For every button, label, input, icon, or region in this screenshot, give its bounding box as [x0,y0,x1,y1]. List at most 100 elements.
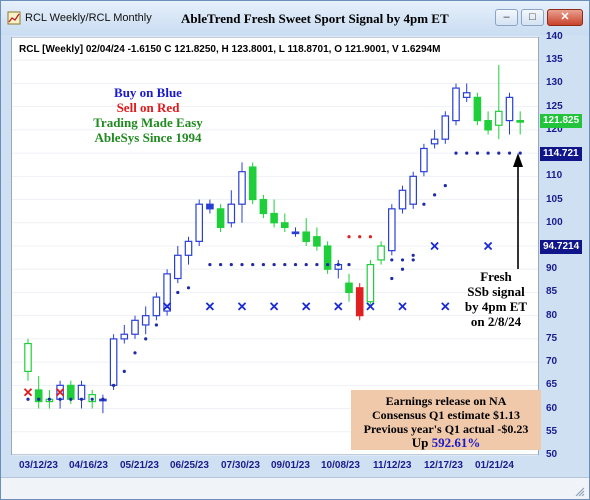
candle-body [259,198,268,215]
earnings-line: Previous year's Q1 actual -$0.23 [363,422,529,436]
stop-dot [47,397,52,401]
y-tick-label: 125 [546,100,563,112]
earnings-box: Earnings release on NA Consensus Q1 esti… [351,390,541,450]
price-tag: 114.721 [540,147,582,162]
stop-dot [208,262,212,267]
stop-dot [475,151,479,155]
stop-dot [101,397,105,401]
stop-dot [465,151,469,155]
earnings-line: Earnings release on NA [385,394,507,408]
stop-dot [79,397,84,401]
candle-body [77,384,86,400]
stop-dot [518,151,522,155]
stop-dot [433,193,437,197]
red-stop-dot [358,235,362,239]
y-tick-label: 135 [546,54,563,66]
stop-dot [272,262,276,267]
candle-body [398,189,407,210]
stop-dot [336,262,340,267]
candle-body [270,212,278,224]
y-tick-label: 55 [546,425,558,437]
stop-dot [411,253,415,257]
earnings-line: Consensus Q1 estimate $1.13 [371,408,520,422]
stop-dot [186,286,191,290]
x-marker [162,302,172,311]
x-tick-label: 01/21/24 [475,460,514,471]
stop-dot [315,262,319,267]
stop-dot [251,262,255,267]
close-button[interactable]: ✕ [547,9,583,26]
price-tag: 94.7214 [540,240,583,255]
earnings-up-percent: 592.61% [431,435,481,450]
candle-body [302,231,311,242]
y-tick-label: 140 [546,31,563,42]
x-tick-label: 11/12/23 [373,460,412,471]
stop-dot [411,258,415,262]
candle-body [109,338,118,386]
candle-body [227,203,236,224]
stop-dot [293,262,298,267]
red-x-marker [55,388,65,397]
window-title: RCL Weekly/RCL Monthly [25,12,152,24]
stop-dot [58,397,62,401]
candle-body [248,166,257,201]
stop-dot [240,262,244,267]
maximize-button[interactable]: □ [521,9,544,26]
stop-dot [37,397,41,401]
stop-dot [122,369,126,373]
candle-body [141,315,150,326]
legend-sell-on-red: Sell on Red [116,100,180,115]
y-tick-label: 65 [546,379,558,391]
candle-body [484,119,492,131]
candle-body [313,236,321,247]
candle-body [516,119,525,123]
y-tick-label: 80 [546,309,558,321]
red-stop-dot [368,235,372,239]
stop-dot [112,383,116,387]
y-tick-label: 110 [546,170,563,182]
stop-dot [422,202,426,206]
candle-body [388,208,396,252]
x-marker [483,241,493,251]
x-tick-label: 10/08/23 [321,460,360,471]
candle-body [323,245,332,270]
stop-dot [133,351,137,355]
resize-grip-icon[interactable] [573,485,585,497]
y-tick-label: 105 [546,193,563,205]
candle-body [152,296,161,317]
x-tick-label: 06/25/23 [170,460,209,471]
stop-dot [261,262,265,267]
x-tick-label: 03/12/23 [19,460,58,471]
earnings-up-line: Up 592.61% [411,435,481,450]
x-tick-label: 12/17/23 [424,460,463,471]
red-x-marker [23,388,33,397]
x-tick-label: 04/16/23 [69,460,108,471]
y-tick-label: 75 [546,332,558,344]
title-bar[interactable]: RCL Weekly/RCL Monthly AbleTrend Fresh S… [1,1,589,35]
candle-body [462,92,471,98]
legend-buy-on-blue: Buy on Blue [114,85,182,100]
minimize-button[interactable]: – [495,9,518,26]
candle-body [430,138,439,145]
x-marker [302,302,311,311]
candle-body [377,245,385,261]
stop-dot [90,397,94,401]
stop-dot [443,184,447,188]
y-tick-label: 50 [546,449,558,460]
candle-body [281,222,289,229]
signal-note-line: Fresh [480,269,512,284]
stop-dot [390,276,394,281]
legend-ablesys: AbleSys Since 1994 [94,130,202,145]
y-tick-label: 70 [546,356,558,368]
candle-body [495,110,503,126]
price-header: RCL [Weekly] 02/04/24 -1.6150 C 121.8250… [19,44,441,55]
chart-title: AbleTrend Fresh Sweet Sport Signal by 4p… [181,11,449,26]
x-marker [237,302,247,311]
x-tick-label: 07/30/23 [221,460,260,471]
candle-body [505,96,514,122]
signal-arrowhead-icon [513,153,523,167]
y-tick-label: 90 [546,263,558,275]
signal-note: Fresh SSb signal by 4pm ET on 2/8/24 [453,269,539,329]
